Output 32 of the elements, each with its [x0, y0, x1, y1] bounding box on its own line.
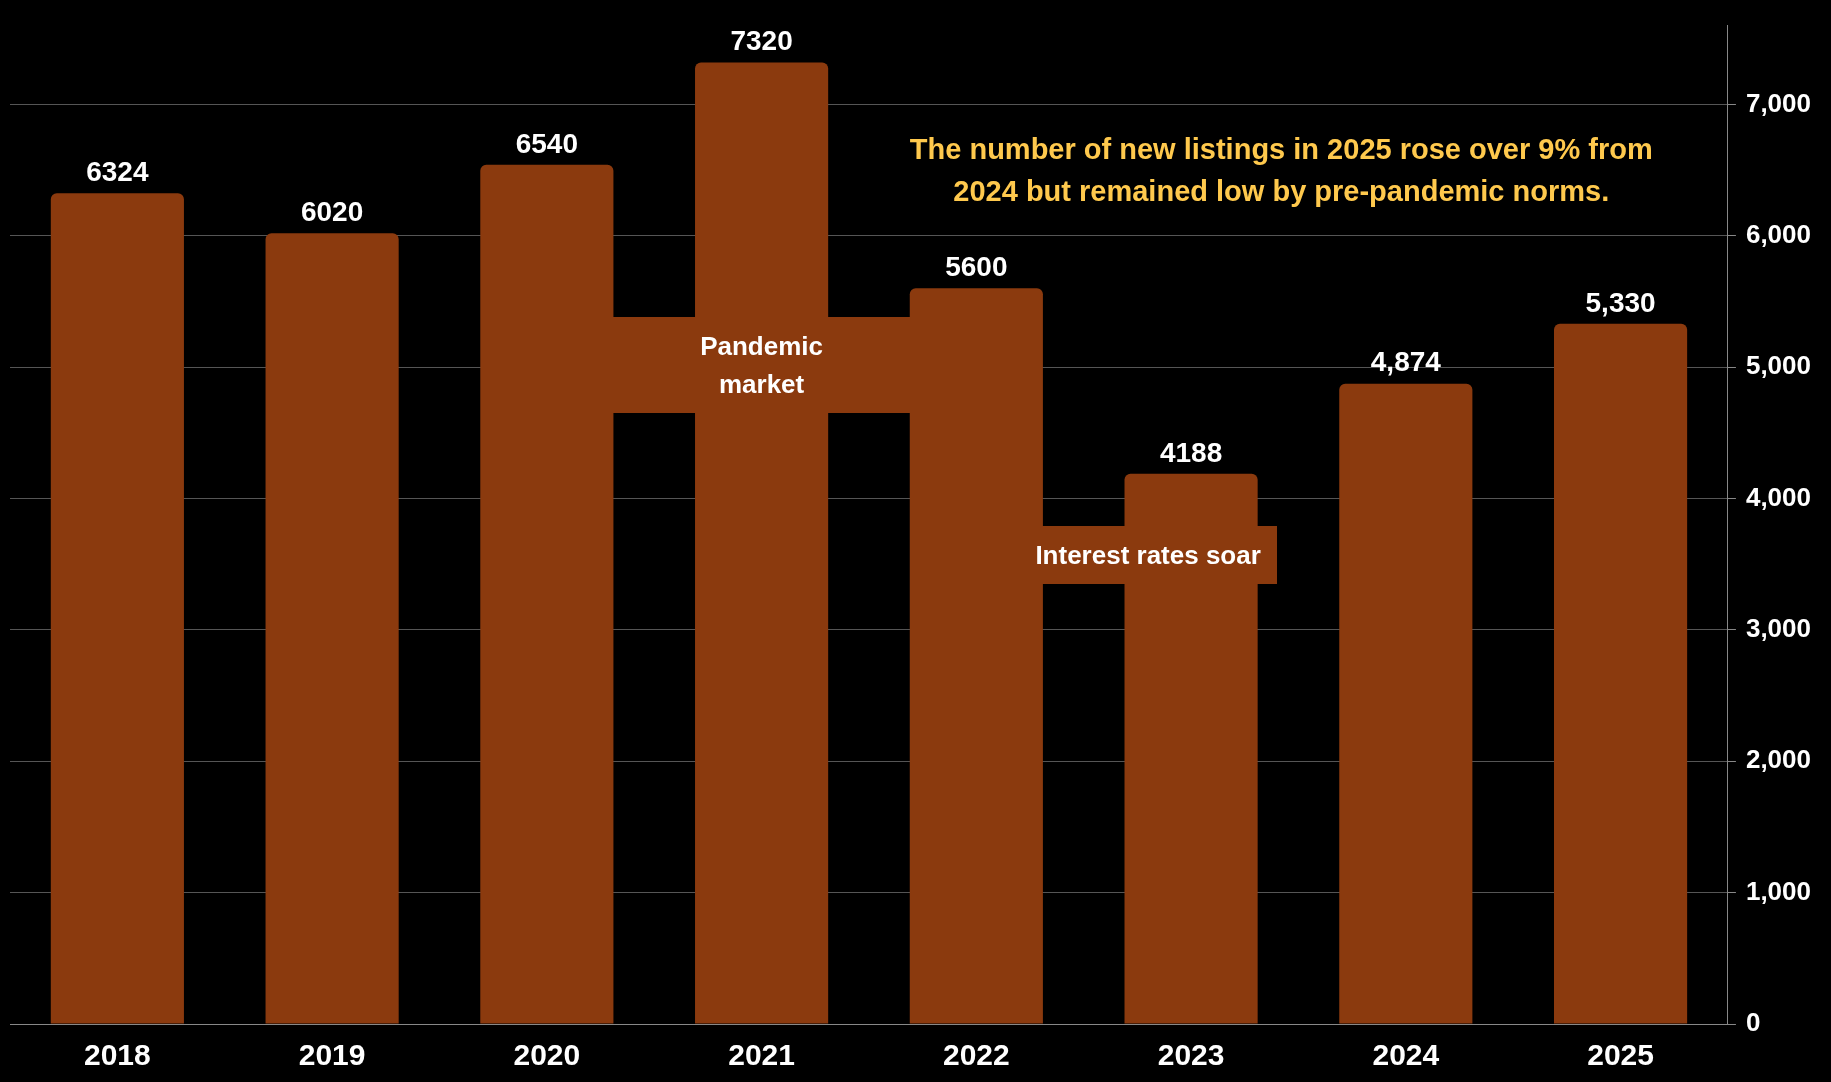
bar	[50, 193, 184, 1024]
bar	[695, 62, 829, 1024]
bar	[265, 233, 399, 1024]
x-tick-label: 2023	[1157, 1038, 1225, 1072]
data-label: 5600	[945, 251, 1008, 283]
x-tick-label: 2021	[728, 1038, 795, 1072]
x-tick-label: 2018	[84, 1038, 151, 1072]
annotation: The number of new listings in 2025 rose over 9% from 2024 but remained low by pre-pandemic norms.	[909, 132, 1653, 207]
bar	[1339, 383, 1473, 1024]
data-label: 6020	[300, 195, 364, 227]
data-label: 5,330	[1585, 286, 1656, 318]
data-label: 6324	[86, 155, 149, 187]
y-tick-label: 7,000	[1745, 87, 1812, 118]
bar	[480, 164, 614, 1024]
y-tick-label: 0	[1745, 1007, 1761, 1038]
data-label: 4,874	[1370, 346, 1442, 378]
x-tick-label: 2020	[513, 1038, 581, 1072]
bar	[1554, 323, 1688, 1024]
y-tick-label: 4,000	[1745, 481, 1812, 512]
y-tick-label: 1,000	[1745, 875, 1812, 906]
y-tick-label: 2,000	[1745, 744, 1812, 775]
data-label: 7320	[730, 25, 793, 57]
data-label: 4188	[1159, 436, 1223, 468]
y-tick-label: 6,000	[1745, 218, 1812, 249]
x-tick-label: 2019	[298, 1038, 366, 1072]
y-tick-label: 3,000	[1745, 613, 1812, 644]
x-tick-label: 2024	[1372, 1038, 1440, 1072]
y-tick-label: 5,000	[1745, 350, 1812, 381]
x-tick-label: 2022	[942, 1038, 1010, 1072]
x-tick-label: 2025	[1587, 1038, 1654, 1072]
data-label: 6540	[515, 127, 578, 159]
callout-box: Pandemic market	[613, 317, 910, 414]
